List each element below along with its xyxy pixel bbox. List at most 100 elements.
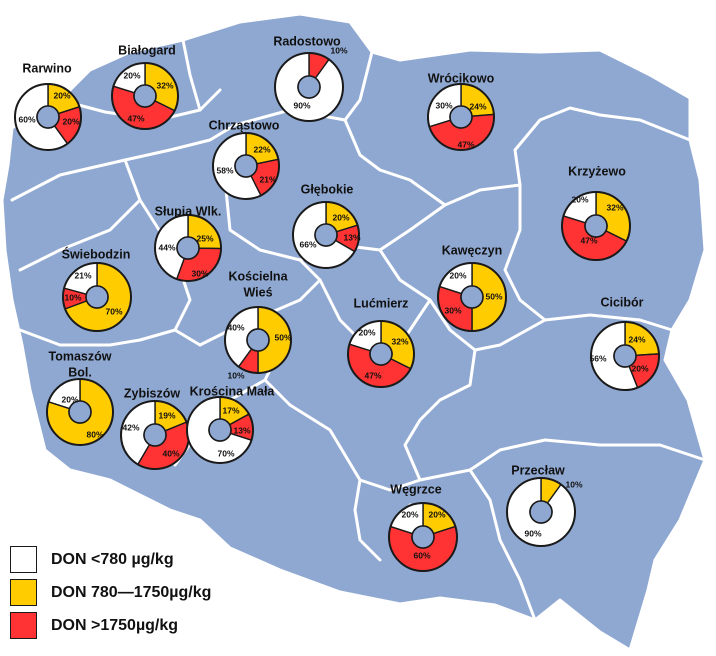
region-border bbox=[288, 403, 707, 492]
pie-slice-label: 70% bbox=[217, 448, 234, 458]
pie-outline bbox=[292, 201, 360, 269]
pie-hole bbox=[246, 328, 270, 352]
pie-outline bbox=[111, 62, 179, 130]
pie-slice-label: 20% bbox=[332, 212, 349, 222]
station-rarwino: 20% 20% 60% Rarwino bbox=[14, 61, 82, 151]
pie-slice-label: 24% bbox=[469, 101, 486, 111]
region-border bbox=[378, 168, 447, 207]
pie-slice-label: 17% bbox=[222, 405, 239, 415]
station-kroscina-mala: 17% 13% 70% Krościna Mała bbox=[186, 384, 276, 464]
station-slupia-wlk: 25% 30% 44% Słupia Wlk. bbox=[154, 204, 222, 282]
region-border bbox=[403, 348, 477, 482]
station-charts: 20% 20% 60% Rarwino 32% 47% 20% Białogard 10% 90%… bbox=[14, 34, 660, 572]
pie-slice-label: 13% bbox=[343, 232, 360, 242]
pie-slice-label: 30% bbox=[444, 305, 461, 315]
pie-hole bbox=[460, 285, 484, 309]
pie-outline bbox=[46, 378, 114, 446]
station-name: Krościna Mała bbox=[190, 384, 276, 398]
pie-hole bbox=[176, 236, 200, 260]
station-name: Tomaszów bbox=[49, 349, 112, 363]
pie-slice-label: 47% bbox=[457, 139, 474, 149]
pie-hole bbox=[85, 285, 109, 309]
pie-slice-label: 56% bbox=[589, 353, 606, 363]
station-name: Wieś bbox=[243, 285, 272, 299]
pie-slice-label: 58% bbox=[216, 165, 233, 175]
station-glebokie: 20% 13% 66% Głębokie bbox=[292, 182, 361, 269]
region-border bbox=[473, 318, 547, 352]
station-name: Kościelna bbox=[228, 269, 288, 283]
station-name: Głębokie bbox=[301, 182, 354, 196]
pie-slice-label: 20% bbox=[53, 90, 70, 100]
region-border bbox=[503, 183, 674, 332]
pie-slice-label: 40% bbox=[162, 448, 179, 458]
pie-slice-label: 20% bbox=[358, 327, 375, 337]
legend-item-mid: DON 780—1750µg/kg bbox=[10, 577, 211, 608]
pie-outline bbox=[506, 477, 576, 547]
station-name: Rarwino bbox=[22, 61, 72, 75]
pie-slice-label: 70% bbox=[105, 306, 122, 316]
legend-label-mid: DON 780—1750µg/kg bbox=[51, 583, 212, 601]
pie-slice-label: 32% bbox=[156, 80, 173, 90]
pie-outline bbox=[186, 396, 254, 464]
pie-slice-label: 20% bbox=[61, 394, 78, 404]
station-bialogard: 32% 47% 20% Białogard bbox=[111, 43, 179, 130]
pie-slice-label: 20% bbox=[449, 270, 466, 280]
pie-slice-label: 24% bbox=[628, 334, 645, 344]
pie-outline bbox=[224, 306, 292, 374]
pie-outline bbox=[62, 262, 132, 332]
pie-outline bbox=[14, 83, 82, 151]
pie-outline bbox=[437, 262, 507, 332]
pie-slice-label: 44% bbox=[158, 242, 175, 252]
station-name: Kawęczyn bbox=[442, 243, 502, 257]
pie-hole bbox=[613, 344, 637, 368]
station-radostowo: 10% 90% Radostowo bbox=[273, 34, 348, 122]
pie-slice-label: 25% bbox=[196, 233, 213, 243]
pie-slice-label: 47% bbox=[127, 113, 144, 123]
station-przeclaw: 10% 90% Przecław bbox=[506, 463, 583, 547]
pie-outline bbox=[154, 214, 222, 282]
pie-slice-label: 60% bbox=[18, 114, 35, 124]
station-wegrzce: 20% 60% 20% Węgrzce bbox=[388, 482, 458, 572]
legend-label-low: DON <780 µg/kg bbox=[51, 550, 174, 568]
region-border bbox=[468, 468, 537, 622]
station-krzyzewo: 32% 47% 20% Krzyżewo bbox=[561, 164, 631, 261]
pie-slice-label: 30% bbox=[191, 268, 208, 278]
pie-slice-label: 47% bbox=[580, 235, 597, 245]
legend-item-low: DON <780 µg/kg bbox=[10, 544, 211, 575]
station-name: Chrząstowo bbox=[209, 118, 280, 132]
legend-swatch-low bbox=[10, 546, 37, 573]
pie-slice-label: 30% bbox=[435, 100, 452, 110]
region-border bbox=[513, 106, 692, 187]
region-border bbox=[18, 328, 202, 347]
legend: DON <780 µg/kg DON 780—1750µg/kg DON >17… bbox=[10, 544, 211, 643]
pie-slice-label: 20% bbox=[62, 116, 79, 126]
pie-slice-label: 10% bbox=[64, 292, 81, 302]
station-name: Słupia Wlk. bbox=[155, 204, 222, 218]
pie-slice-label: 50% bbox=[485, 291, 502, 301]
pie-slice-label: 50% bbox=[274, 332, 291, 342]
legend-swatch-mid bbox=[10, 579, 37, 606]
legend-swatch-high bbox=[10, 612, 37, 639]
legend-label-high: DON >1750µg/kg bbox=[51, 616, 179, 634]
pie-slice-label: 20% bbox=[428, 509, 445, 519]
pie-hole bbox=[208, 418, 232, 442]
region-border bbox=[353, 478, 382, 562]
pie-slice-label: 32% bbox=[606, 202, 623, 212]
pie-hole bbox=[36, 105, 60, 129]
pie-slice-label: 60% bbox=[413, 550, 430, 560]
pie-slice-label: 40% bbox=[227, 322, 244, 332]
station-name: Lućmierz bbox=[354, 296, 409, 310]
region-border bbox=[223, 178, 302, 262]
station-wrocikowo: 24% 47% 30% Wrócikowo bbox=[427, 71, 495, 151]
pie-slice-label: 10% bbox=[330, 45, 347, 55]
pie-slice-label: 20% bbox=[571, 194, 588, 204]
station-zybiszow: 19% 40% 42% Zybiszów bbox=[120, 386, 190, 470]
pie-slice-label: 80% bbox=[86, 429, 103, 439]
station-name: Świebodzin bbox=[62, 246, 131, 261]
pie-slice-label: 21% bbox=[259, 174, 276, 184]
station-name: Bol. bbox=[68, 365, 92, 379]
legend-item-high: DON >1750µg/kg bbox=[10, 610, 211, 641]
region-border bbox=[10, 108, 347, 202]
pie-slice-label: 20% bbox=[401, 509, 418, 519]
pie-slice-label: 90% bbox=[524, 528, 541, 538]
